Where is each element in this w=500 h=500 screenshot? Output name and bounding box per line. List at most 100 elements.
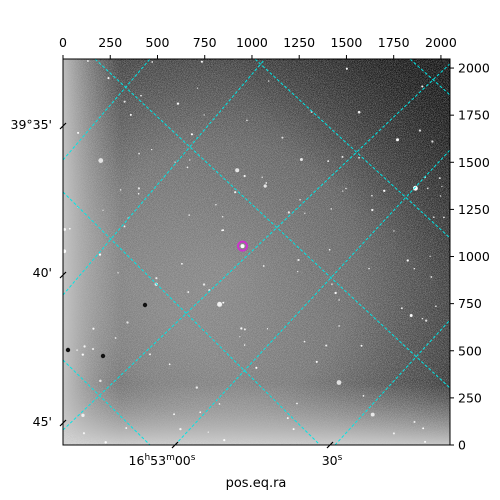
star-82 [215,203,217,206]
star-field [63,59,445,444]
star-128 [199,411,202,414]
star-28 [406,259,409,262]
star-60 [107,77,110,80]
star-23 [441,185,443,188]
star-85 [292,428,295,431]
star-26 [409,314,413,317]
star-73 [383,189,386,192]
dec-tick-label-3: 45' [33,414,52,429]
star-59 [338,299,340,301]
star-83 [223,439,226,442]
star-81 [126,321,129,324]
star-67 [362,394,365,397]
grid-line-4 [409,59,450,96]
star-79 [299,157,303,162]
target-marker [237,240,249,252]
star-33 [123,100,126,103]
star-34 [263,184,267,188]
star-62 [424,440,427,443]
star-91 [203,114,205,116]
grid-line-1 [63,359,151,445]
star-86 [439,195,442,197]
star-35 [104,441,107,444]
star-11 [267,80,270,82]
star-8 [331,283,333,285]
star-123 [422,427,425,430]
star-115 [360,344,363,347]
world-ticks [59,122,334,449]
x-tick-label-2: 500 [146,35,170,50]
x-tick-label-1: 250 [98,35,122,50]
star-24 [168,363,171,366]
star-3 [119,189,122,191]
star-22 [421,317,424,320]
star-20 [68,227,71,230]
star-58 [77,131,80,134]
star-125 [286,417,289,420]
star-120 [345,187,347,190]
star-94 [188,214,191,216]
grid-line-8 [334,319,450,445]
star-6 [412,185,418,191]
star-66 [222,229,225,232]
y-pixel-axis: 0 250 500 750 1000 1250 1500 1750 2000 [450,61,490,453]
star-102 [234,191,237,194]
star-41 [297,258,300,262]
star-32 [297,270,299,273]
star-119 [413,420,416,423]
ra-tick-1 [326,441,334,449]
star-14 [151,148,153,151]
star-71 [299,198,301,201]
star-130 [202,283,206,286]
star-107 [235,168,240,173]
star-108 [98,253,102,256]
star-117 [336,380,342,385]
grid-line-3 [254,59,450,239]
star-103 [265,182,267,184]
x-pixel-axis: 0 250 500 750 1000 1250 1500 1750 2000 [59,35,457,59]
star-2 [190,133,194,136]
y-tick-label-7: 1750 [458,108,490,123]
ra-tick-0 [171,441,179,449]
star-70 [123,225,126,228]
star-21 [92,327,95,330]
dec-tick-label-1: 39°35' [11,117,53,132]
star-129 [138,152,140,155]
coordinate-grid [63,59,450,445]
star-1 [81,353,84,356]
plot-frame [62,58,451,446]
star-46 [186,166,189,169]
grid-line-9 [63,59,151,161]
star-92 [91,347,95,351]
star-118 [315,360,318,363]
y-tick-label-8: 2000 [458,61,490,76]
star-89 [196,87,199,89]
x-axis-title: pos.eq.ra [226,476,287,491]
star-7 [81,413,85,417]
star-40 [243,344,246,346]
star-55 [221,215,224,218]
star-45 [63,249,67,254]
star-97 [334,291,337,295]
grid-line-0 [63,191,321,445]
star-65 [421,85,424,88]
y-tick-label-0: 0 [458,438,466,453]
dark-speck-1 [142,302,148,308]
dec-tick-label-2: 40' [33,265,52,280]
sky-image [63,59,450,445]
star-29 [149,353,151,356]
star-61 [443,216,445,219]
star-68 [129,113,132,116]
star-18 [368,267,370,270]
dec-tick-2 [59,419,67,427]
star-138 [114,337,117,339]
star-50 [195,386,198,389]
star-110 [370,412,375,417]
star-31 [189,159,191,161]
y-tick-label-4: 1000 [458,249,490,264]
x-tick-label-0: 0 [59,35,67,50]
star-114 [98,158,104,163]
star-64 [357,110,361,114]
star-131 [358,156,360,159]
